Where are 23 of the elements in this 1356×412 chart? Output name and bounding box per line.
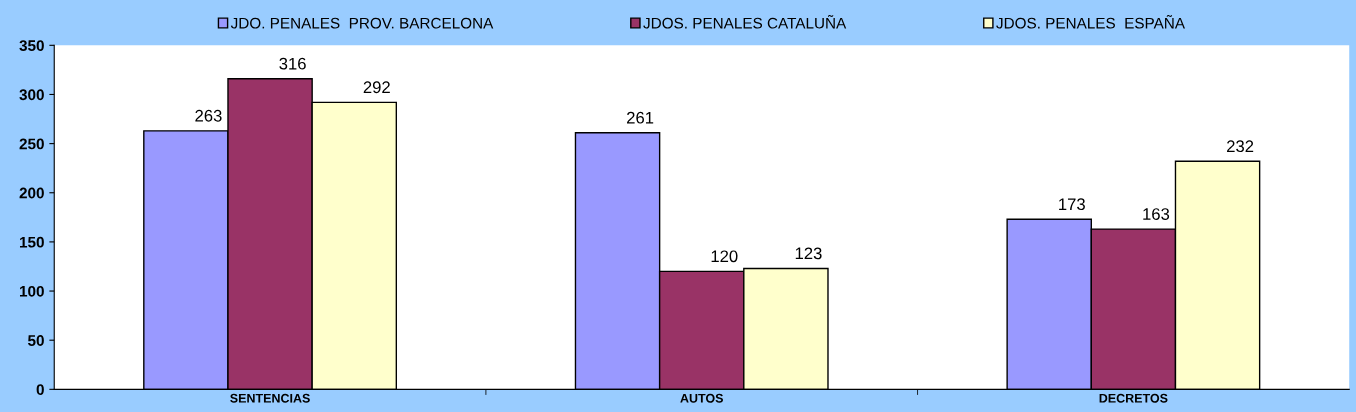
data-label: 120 <box>711 250 738 263</box>
y-tick-label: 300 <box>19 89 44 101</box>
y-tick-label: 350 <box>19 40 44 52</box>
legend-label: JDOS. PENALES CATALUÑA <box>643 14 847 29</box>
data-label: 316 <box>279 57 306 70</box>
data-label: 292 <box>363 81 390 94</box>
x-tick-label: SENTENCIAS <box>230 393 310 403</box>
data-label: 163 <box>1143 208 1170 220</box>
y-tick-label: 250 <box>19 138 44 150</box>
y-tick-label: 50 <box>28 335 44 346</box>
data-label: 232 <box>1227 140 1254 153</box>
y-tick-label: 150 <box>19 236 44 248</box>
y-tick-label: 200 <box>19 187 44 199</box>
legend-label: JDO. PENALES PROV. BARCELONA <box>230 17 494 29</box>
legend-label: JDOS. PENALES ESPAÑA <box>996 14 1185 29</box>
data-label: 261 <box>627 111 654 124</box>
x-tick-label: DECRETOS <box>1099 393 1168 403</box>
x-tick-label: AUTOS <box>680 393 724 403</box>
y-tick-label: 100 <box>19 285 44 297</box>
data-label: 263 <box>195 109 222 122</box>
data-label: 173 <box>1059 198 1085 211</box>
y-tick-label: 0 <box>36 384 44 396</box>
data-label: 123 <box>795 247 822 260</box>
